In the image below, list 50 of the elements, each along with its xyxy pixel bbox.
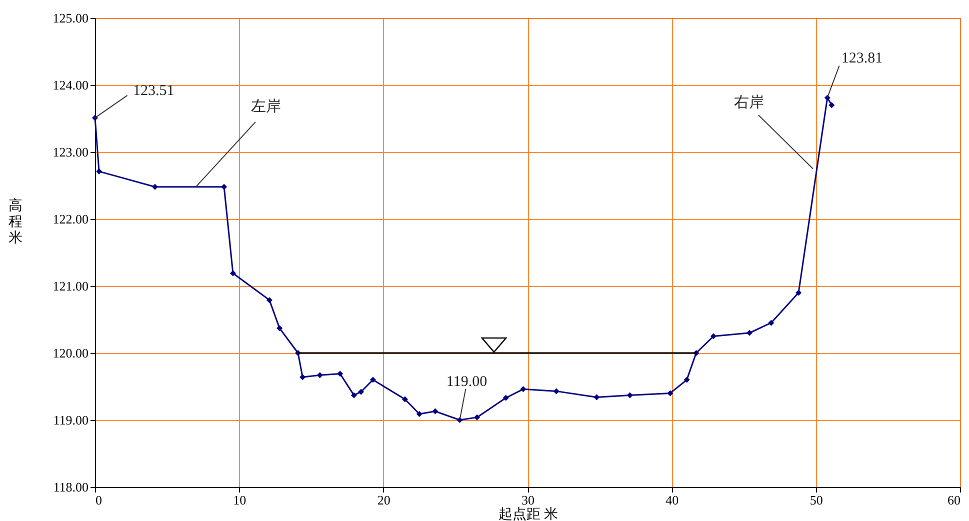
point bbox=[553, 388, 560, 394]
annotation: 左岸 bbox=[250, 98, 281, 115]
point bbox=[796, 290, 802, 296]
y-tick-label: 120.00 bbox=[52, 346, 88, 360]
x-tick-label: 0 bbox=[96, 492, 102, 508]
point bbox=[152, 184, 158, 190]
y-tick-label: 121.00 bbox=[52, 278, 88, 294]
y-tick-label: 122.00 bbox=[52, 212, 88, 226]
annotation: 右岸 bbox=[734, 94, 764, 111]
point bbox=[276, 325, 283, 332]
point bbox=[316, 372, 323, 378]
y-tick-label: 124.00 bbox=[52, 78, 88, 92]
point bbox=[828, 102, 835, 108]
point bbox=[474, 414, 480, 420]
y-tick-label: 119.00 bbox=[53, 412, 88, 428]
point bbox=[96, 168, 102, 174]
annotation: 123.81 bbox=[841, 50, 883, 67]
x-tick-label: 30 bbox=[522, 492, 534, 508]
x-tick-label: 10 bbox=[233, 492, 246, 508]
x-axis-title: 起点距 米 bbox=[498, 506, 558, 521]
point bbox=[432, 408, 438, 414]
point bbox=[667, 390, 674, 396]
point bbox=[594, 394, 600, 400]
y-tick-label: 118.00 bbox=[53, 480, 88, 494]
point bbox=[337, 370, 344, 377]
x-tick-label: 20 bbox=[377, 492, 390, 508]
point bbox=[266, 297, 272, 304]
point bbox=[416, 410, 422, 417]
annotation: 123.51 bbox=[133, 82, 174, 99]
y-tick-label: 125.00 bbox=[52, 10, 88, 26]
point bbox=[300, 374, 306, 380]
point bbox=[746, 330, 753, 336]
point bbox=[502, 394, 509, 401]
annotation: 119.00 bbox=[446, 374, 488, 390]
point bbox=[350, 392, 357, 398]
x-tick-label: 60 bbox=[948, 492, 960, 508]
point bbox=[684, 376, 690, 383]
point bbox=[370, 376, 376, 383]
point bbox=[358, 388, 364, 395]
point bbox=[402, 396, 408, 402]
y-tick-label: 123.00 bbox=[52, 144, 88, 160]
point bbox=[230, 270, 236, 276]
point bbox=[626, 392, 633, 398]
point bbox=[768, 320, 774, 326]
y-axis-title: 高程米 bbox=[8, 198, 22, 246]
point bbox=[221, 184, 228, 190]
point bbox=[520, 386, 526, 392]
x-tick-label: 40 bbox=[666, 492, 679, 508]
x-tick-label: 50 bbox=[810, 492, 823, 508]
point bbox=[710, 333, 716, 340]
